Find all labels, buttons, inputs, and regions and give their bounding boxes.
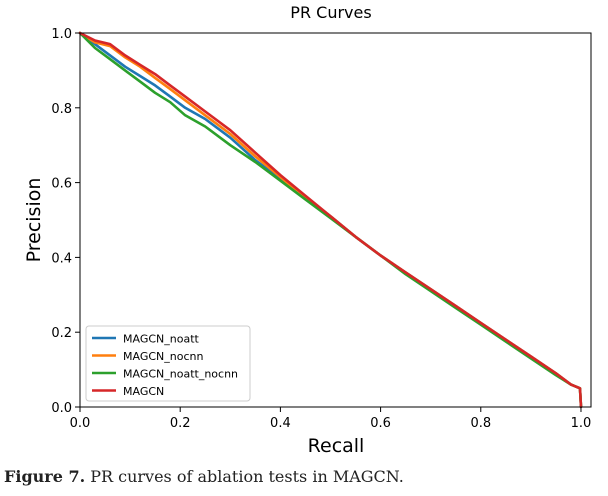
legend-label: MAGCN [123,385,164,398]
y-tick-label: 0.6 [51,177,72,192]
legend-label: MAGCN_nocnn [123,350,203,363]
y-tick-label: 0.8 [51,102,72,117]
figure-caption-label: Figure 7. [4,467,86,486]
pr-curves-chart: PR Curves Precision Recall 0.0 0.2 0.4 0.6 0… [23,3,592,457]
series-line-magcn [78,31,583,409]
axis-ticks: 0.0 0.2 0.4 0.6 0.8 1.0 0.0 0.2 0.4 0.6 0.8 1.0 [51,27,591,431]
x-tick-label: 1.0 [571,416,592,431]
y-tick-label: 0.4 [51,251,72,266]
x-tick-label: 0.4 [270,416,291,431]
figure-caption-text: PR curves of ablation tests in MAGCN. [85,467,404,486]
legend-label: MAGCN_noatt [123,333,200,346]
y-tick-label: 1.0 [51,27,72,42]
plot-frame [79,32,592,408]
legend: MAGCN_noatt MAGCN_nocnn MAGCN_noatt_nocnn M… [85,325,251,402]
plot-lines [78,31,583,409]
y-tick-label: 0.2 [51,326,72,341]
x-tick-label: 0.0 [70,416,91,431]
legend-label: MAGCN_noatt_nocnn [123,368,238,381]
x-axis-label: Recall [308,435,365,457]
y-axis-label: Precision [23,178,45,263]
x-tick-label: 0.2 [170,416,191,431]
x-tick-label: 0.8 [470,416,491,431]
series-line-magcn-noatt-nocnn [78,31,583,409]
chart-title: PR Curves [290,3,371,22]
figure-caption: Figure 7. PR curves of ablation tests in… [4,467,404,486]
y-tick-label: 0.0 [51,401,72,416]
legend-box [85,325,251,402]
x-tick-label: 0.6 [370,416,391,431]
